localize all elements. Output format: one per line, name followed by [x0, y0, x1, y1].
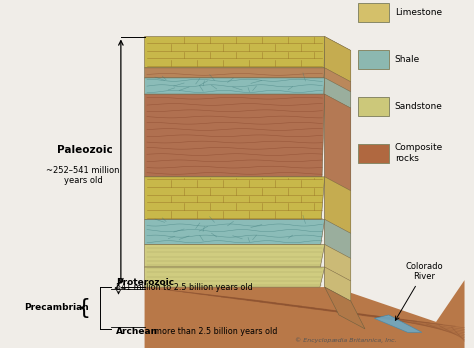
Text: © Encyclopædia Britannica, Inc.: © Encyclopædia Britannica, Inc.	[295, 337, 397, 343]
Bar	[358, 97, 389, 116]
Polygon shape	[325, 37, 351, 308]
Polygon shape	[374, 315, 422, 332]
Polygon shape	[325, 245, 351, 281]
Text: Sandstone: Sandstone	[395, 102, 443, 111]
Polygon shape	[325, 287, 365, 329]
Text: ~252–541 million
years old: ~252–541 million years old	[46, 166, 120, 185]
Polygon shape	[325, 78, 351, 108]
Polygon shape	[325, 220, 351, 259]
Text: Precambrian: Precambrian	[25, 303, 89, 313]
Polygon shape	[145, 267, 325, 287]
Polygon shape	[325, 267, 351, 301]
Text: Proterozoic: Proterozoic	[116, 278, 174, 287]
Bar	[358, 144, 389, 163]
Polygon shape	[145, 280, 465, 348]
Text: Paleozoic: Paleozoic	[57, 145, 113, 155]
Text: Shale: Shale	[395, 55, 420, 64]
Polygon shape	[325, 94, 351, 191]
Polygon shape	[145, 177, 325, 220]
Text: {: {	[76, 298, 90, 318]
Polygon shape	[145, 220, 325, 245]
Text: Composite
rocks: Composite rocks	[395, 143, 443, 163]
Text: 541 million to 2.5 billion years old: 541 million to 2.5 billion years old	[116, 283, 253, 292]
Bar	[358, 50, 389, 69]
Polygon shape	[325, 68, 351, 92]
Polygon shape	[145, 245, 325, 267]
Polygon shape	[145, 37, 325, 68]
Polygon shape	[145, 94, 325, 177]
Polygon shape	[325, 177, 351, 234]
Bar	[358, 3, 389, 22]
Text: more than 2.5 billion years old: more than 2.5 billion years old	[154, 327, 277, 336]
Polygon shape	[325, 37, 351, 82]
Polygon shape	[145, 68, 325, 78]
Text: Limestone: Limestone	[395, 8, 442, 17]
Text: Archean: Archean	[116, 327, 158, 336]
Text: Colorado
River: Colorado River	[395, 262, 443, 320]
Polygon shape	[145, 78, 325, 94]
